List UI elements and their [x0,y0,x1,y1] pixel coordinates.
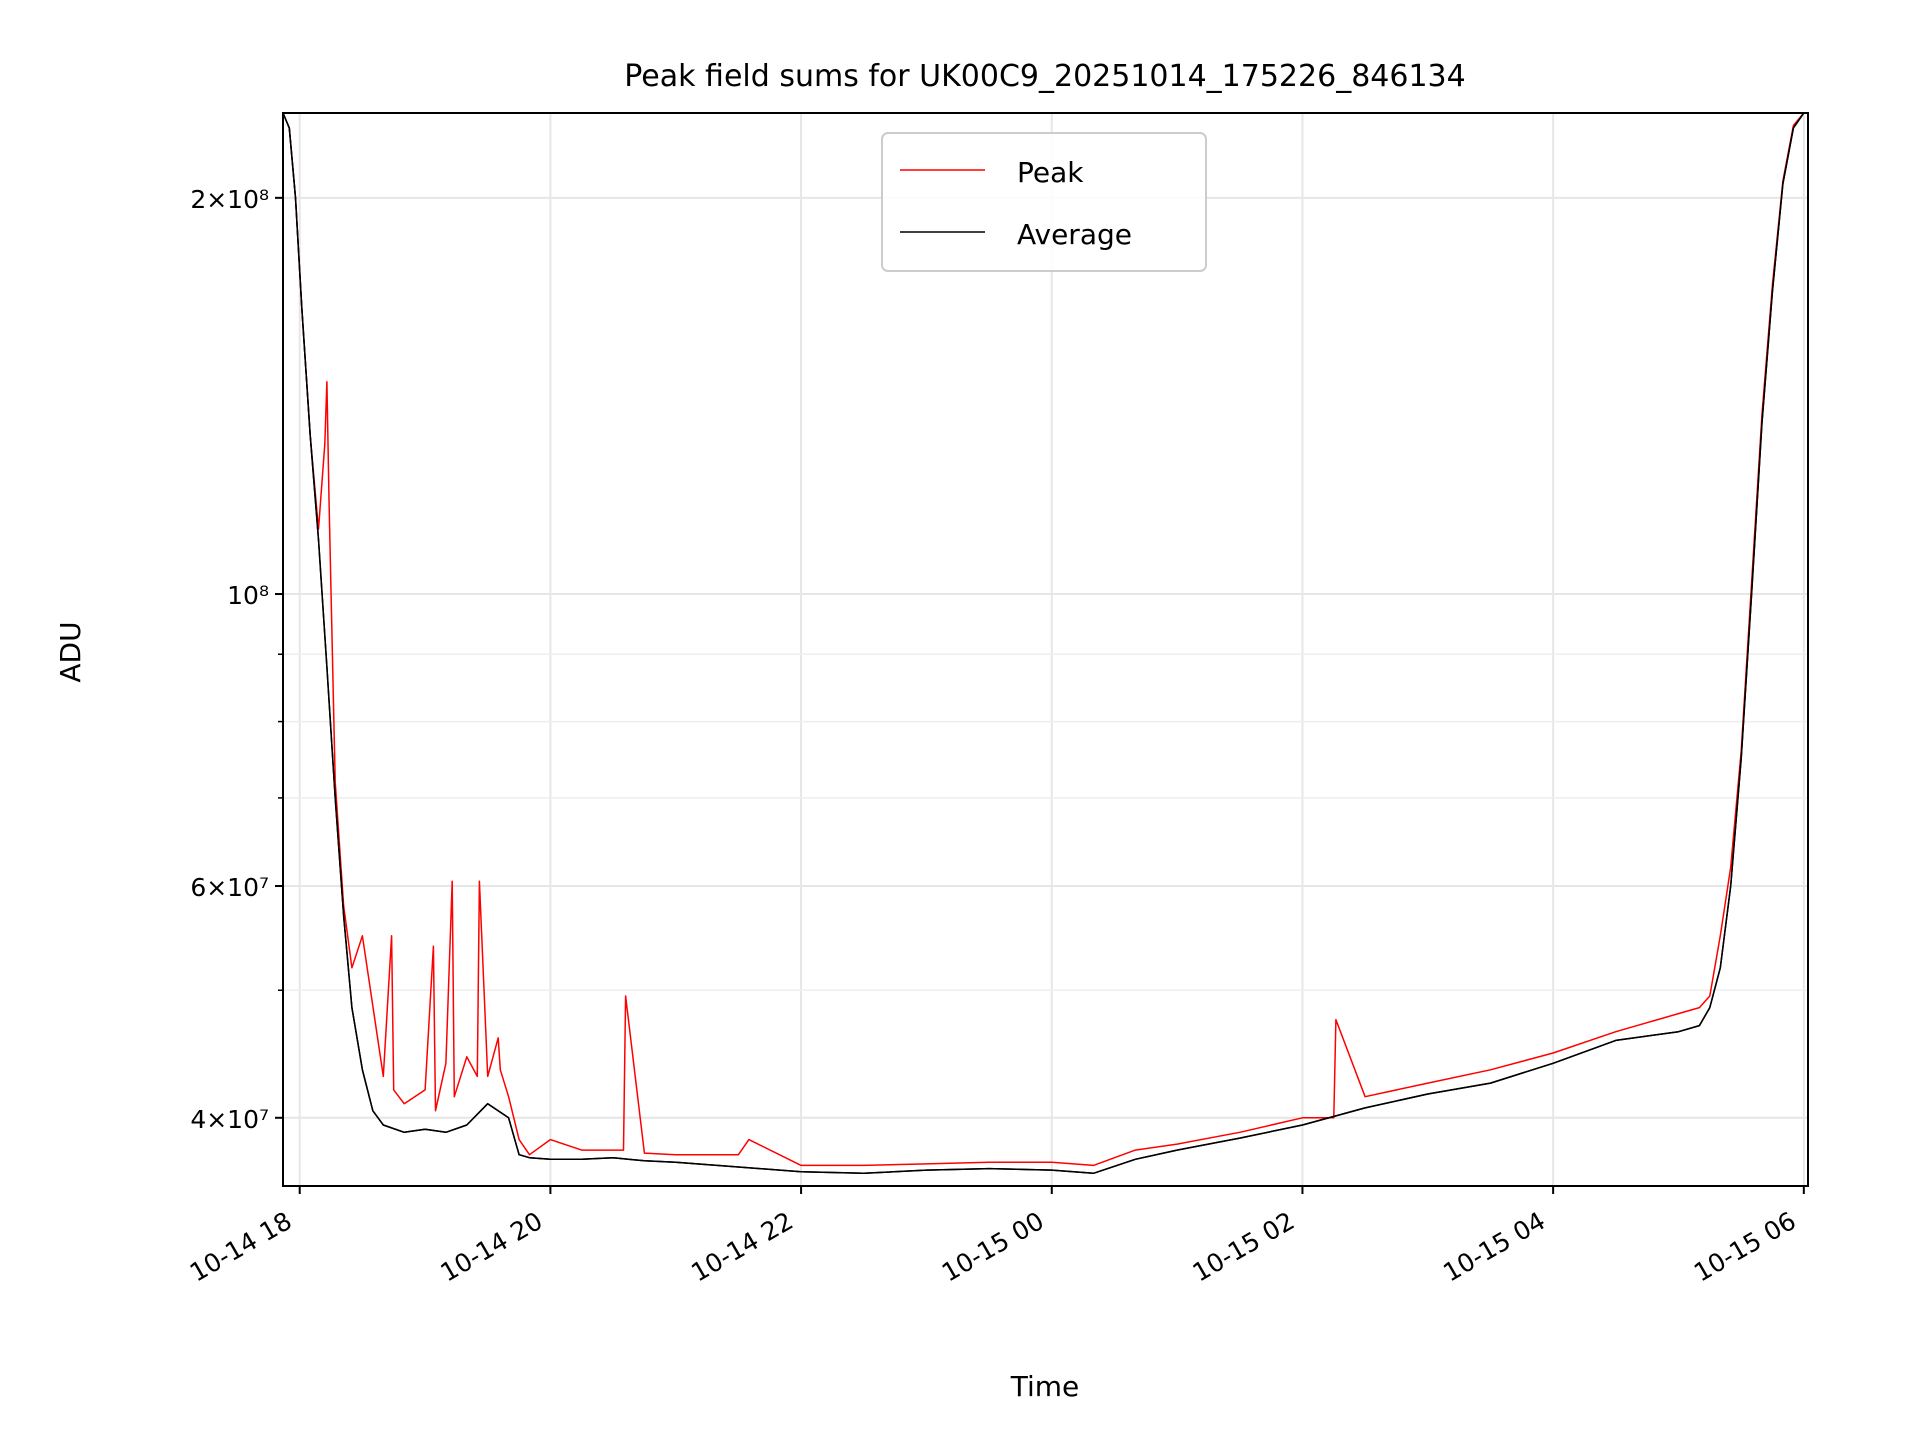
legend-box [881,132,1207,272]
y-tick-label: 2×10⁸ [190,185,269,214]
y-tick-label: 4×10⁷ [190,1105,269,1134]
chart-title: Peak field sums for UK00C9_20251014_1752… [624,59,1465,94]
y-tick-label: 10⁸ [227,581,269,610]
series-line-average-overlay [282,112,1808,1175]
series-line-peak [282,112,1808,1167]
plot-frame [282,112,1809,1187]
series-layer [282,112,1808,1175]
legend-label-average: Average [1017,218,1132,251]
legend-label-peak: Peak [1017,156,1084,189]
x-axis-label: Time [1010,1370,1080,1403]
legend: Peak Average [881,132,1207,272]
y-axis-label: ADU [54,621,87,682]
y-tick-label: 6×10⁷ [190,873,269,902]
